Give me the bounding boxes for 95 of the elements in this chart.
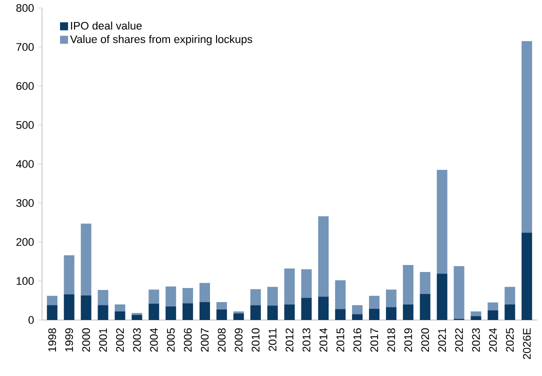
bar <box>250 289 261 306</box>
x-tick-label: 2009 <box>234 328 243 352</box>
y-tick-label: 100 <box>16 277 34 285</box>
x-tick-label: 2003 <box>133 328 141 352</box>
x-tick-label: 2015 <box>336 328 344 352</box>
bar <box>182 303 194 320</box>
y-tick-label: 500 <box>16 121 34 129</box>
bar <box>352 305 363 314</box>
bar <box>352 314 363 320</box>
x-tick-label: 1998 <box>48 328 56 352</box>
bar <box>199 302 210 320</box>
x-tick-label: 1999 <box>65 328 74 352</box>
x-tick-label: 2010 <box>252 328 260 352</box>
bar <box>46 296 58 306</box>
bar <box>402 265 414 304</box>
bar <box>216 309 227 320</box>
bar <box>166 306 176 320</box>
x-tick-label: 2000 <box>82 328 90 352</box>
bar <box>402 304 414 320</box>
bar <box>250 305 261 320</box>
x-tick-label: 2011 <box>268 328 276 351</box>
x-tick-label: 2007 <box>200 328 209 352</box>
bar <box>80 295 92 320</box>
bar <box>80 224 92 296</box>
y-tick-label: 200 <box>16 238 34 246</box>
bar <box>182 288 194 304</box>
bar <box>148 290 160 304</box>
bar <box>98 305 108 320</box>
x-tick-label: 2002 <box>116 328 124 352</box>
bar <box>504 286 516 304</box>
bar <box>488 302 498 310</box>
bar <box>233 313 244 320</box>
x-tick-label: 2021 <box>438 328 446 352</box>
x-tick-label: 2006 <box>184 328 192 352</box>
x-tick-label: 2014 <box>320 328 328 352</box>
bar <box>420 294 430 320</box>
bar <box>369 308 380 320</box>
bar <box>522 41 532 233</box>
bar <box>166 286 176 306</box>
bar <box>369 296 380 309</box>
bar <box>318 216 329 297</box>
bar <box>335 309 346 320</box>
x-tick-label: 2012 <box>286 328 294 352</box>
bar <box>436 274 448 320</box>
bar <box>148 304 160 320</box>
bar <box>386 307 396 320</box>
x-tick-label: 2005 <box>166 328 175 352</box>
y-tick-label: 300 <box>16 199 34 207</box>
bar <box>284 304 295 320</box>
bar <box>267 306 278 320</box>
bar <box>301 298 312 320</box>
bar <box>199 282 210 302</box>
bar <box>522 232 532 320</box>
y-tick-label: 400 <box>16 160 34 168</box>
bar <box>114 304 126 312</box>
bar <box>488 310 498 320</box>
y-tick-label: 0 <box>28 316 34 324</box>
y-tick-label: 800 <box>16 4 34 12</box>
bar <box>301 269 312 298</box>
x-tick-label: 2013 <box>302 328 310 352</box>
x-tick-label: 2025 <box>506 328 514 352</box>
bar <box>470 316 482 320</box>
bar <box>386 290 396 308</box>
bar <box>436 170 448 274</box>
x-tick-label: 2016 <box>353 328 362 352</box>
x-tick-label: 2019 <box>404 328 412 352</box>
x-tick-label: 2022 <box>455 328 463 352</box>
x-tick-label: 2023 <box>472 328 480 352</box>
bar <box>420 272 430 294</box>
x-tick-label: 2008 <box>218 328 226 352</box>
bar <box>470 311 482 316</box>
x-tick-label: 2018 <box>387 328 396 352</box>
bar <box>335 280 346 310</box>
bar <box>114 311 126 320</box>
x-tick-label: 2026E <box>522 328 531 360</box>
bar <box>64 255 74 294</box>
legend-label: IPO deal value <box>71 22 142 30</box>
bar <box>454 266 464 319</box>
y-tick-label: 600 <box>16 82 34 90</box>
x-tick-label: 2017 <box>370 328 378 352</box>
x-tick-label: 2020 <box>421 328 430 352</box>
bar <box>64 294 74 320</box>
x-tick-label: 2004 <box>150 328 158 352</box>
x-tick-label: 2024 <box>489 328 497 352</box>
bar <box>98 290 108 306</box>
bar <box>46 305 58 320</box>
x-tick-label: 2001 <box>99 328 107 352</box>
bar <box>504 304 516 320</box>
legend-label: Value of shares from expiring lockups <box>70 35 252 46</box>
y-tick-label: 700 <box>16 43 34 51</box>
bar <box>132 314 142 320</box>
bar <box>216 302 227 310</box>
bar <box>267 286 278 306</box>
bar <box>284 268 295 304</box>
bar <box>318 296 329 320</box>
